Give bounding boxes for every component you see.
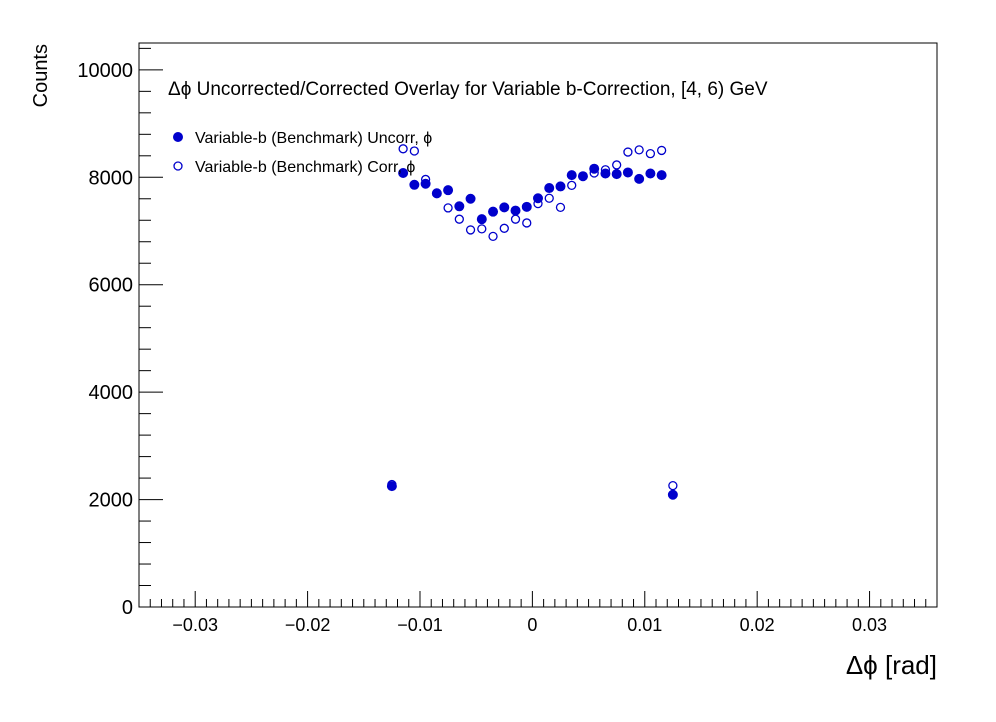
x-tick-label: 0.03 — [852, 615, 887, 635]
y-tick-label: 0 — [122, 597, 133, 619]
x-axis-label: Δϕ [rad] — [846, 650, 937, 680]
corr-data-point — [488, 231, 498, 242]
uncorr-data-point — [454, 201, 465, 212]
uncorr-data-point — [499, 202, 510, 213]
x-tick-label: −0.03 — [172, 615, 218, 635]
y-axis-label: Counts — [30, 44, 52, 107]
corr-data-point — [656, 145, 667, 156]
uncorr-data-point — [465, 193, 476, 204]
chart-title: Δϕ Uncorrected/Corrected Overlay for Var… — [168, 79, 768, 100]
y-tick-label: 4000 — [89, 382, 134, 404]
corr-data-point — [387, 479, 397, 490]
corr-data-point — [533, 198, 543, 209]
legend-label-corr: Variable-b (Benchmark) Corr, ϕ — [195, 159, 415, 176]
data-markers-group — [386, 144, 678, 500]
corr-data-point — [443, 203, 453, 213]
legend-marker-uncorr — [173, 132, 183, 142]
uncorr-data-point — [622, 167, 633, 178]
corr-data-point — [454, 214, 464, 224]
corr-data-point — [522, 218, 532, 228]
uncorr-data-point — [510, 205, 521, 216]
x-tick-label: −0.02 — [285, 615, 331, 635]
corr-data-point — [465, 225, 476, 235]
corr-data-point — [420, 174, 431, 185]
tick-labels-group: −0.03 −0.02 −0.01 0 0.01 0.02 0.03 0 2000 4000 600… — [77, 60, 887, 635]
x-tick-label: −0.01 — [397, 615, 443, 635]
plot-frame-group — [138, 42, 938, 608]
uncorr-data-point — [645, 168, 656, 179]
x-tick-label: 0.02 — [740, 615, 775, 635]
uncorr-data-point — [476, 214, 487, 225]
corr-data-point — [409, 146, 420, 156]
corr-data-point — [578, 171, 588, 181]
corr-data-point — [623, 147, 633, 157]
corr-data-point — [589, 168, 599, 178]
uncorr-data-point — [544, 183, 555, 194]
uncorr-data-point — [555, 181, 566, 192]
uncorr-data-point — [521, 201, 532, 212]
legend: Variable-b (Benchmark) Uncorr, ϕ Variabl… — [173, 130, 432, 176]
legend-label-uncorr: Variable-b (Benchmark) Uncorr, ϕ — [195, 130, 432, 147]
corr-data-point — [645, 149, 656, 159]
y-tick-label: 2000 — [89, 490, 134, 512]
x-tick-label: 0 — [527, 615, 537, 635]
corr-data-point — [432, 188, 442, 198]
axis-ticks-group — [138, 47, 938, 608]
uncorr-data-point — [566, 170, 577, 181]
uncorr-data-point — [656, 170, 667, 181]
corr-data-point — [634, 145, 644, 155]
y-tick-label: 6000 — [89, 275, 134, 297]
uncorr-data-point — [443, 185, 454, 196]
y-tick-label: 10000 — [77, 60, 133, 82]
uncorr-data-point — [409, 179, 420, 190]
uncorr-data-point — [611, 169, 622, 180]
corr-data-point — [477, 224, 487, 234]
corr-data-point — [612, 160, 622, 170]
corr-data-point — [567, 180, 577, 190]
corr-data-point — [600, 165, 611, 175]
corr-data-point — [398, 144, 408, 154]
corr-data-point — [544, 193, 554, 203]
uncorr-data-point — [398, 167, 409, 178]
legend-marker-corr — [173, 161, 183, 171]
corr-data-point — [555, 202, 566, 213]
x-tick-label: 0.01 — [627, 615, 662, 635]
plot-frame — [138, 42, 938, 608]
corr-data-point — [668, 480, 678, 491]
uncorr-data-point — [488, 206, 499, 217]
uncorr-data-point — [667, 489, 678, 500]
y-tick-label: 8000 — [89, 167, 134, 189]
corr-data-point — [510, 214, 521, 224]
uncorr-data-point — [634, 173, 645, 184]
corr-data-point — [499, 223, 509, 233]
